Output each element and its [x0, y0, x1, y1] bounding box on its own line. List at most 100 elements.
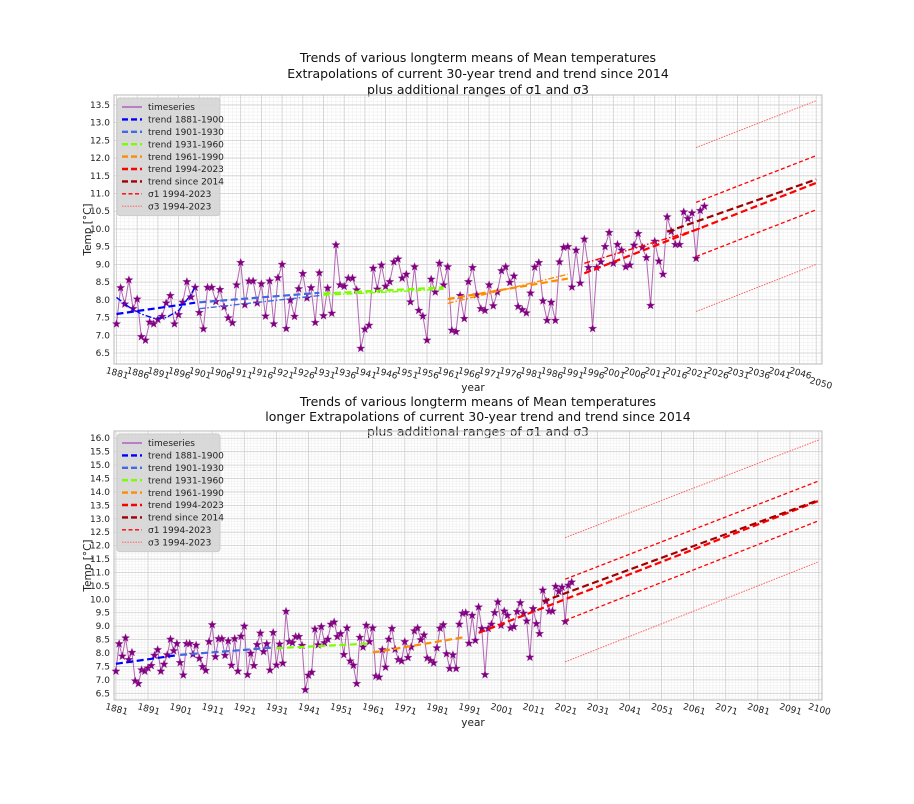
- top-chart: Trends of various longterm means of Mean…: [82, 50, 833, 394]
- timeseries-point: [502, 610, 513, 620]
- x-tick-label: 2081: [746, 702, 771, 718]
- timeseries-point: [231, 280, 242, 289]
- timeseries-point: [393, 254, 403, 264]
- timeseries-point: [625, 260, 635, 270]
- x-tick-label: 1901: [168, 702, 193, 718]
- y-tick-label: 13.0: [90, 515, 110, 525]
- timeseries-point: [418, 311, 428, 321]
- timeseries-point: [227, 318, 238, 327]
- timeseries-point: [426, 274, 436, 284]
- y-tick-label: 15.5: [90, 448, 110, 458]
- timeseries-point: [294, 283, 304, 293]
- trend-line-sigma3: [565, 439, 819, 539]
- legend-label: timeseries: [148, 103, 195, 113]
- timeseries-point: [329, 617, 339, 627]
- timeseries-point: [683, 213, 693, 223]
- timeseries-point: [493, 597, 503, 606]
- legend-label: trend since 2014: [148, 178, 224, 188]
- timeseries-point: [201, 665, 211, 675]
- timeseries-point: [136, 331, 146, 341]
- timeseries-point: [236, 631, 246, 641]
- trend-line-dashed: [666, 178, 817, 233]
- timeseries-point: [528, 603, 538, 613]
- timeseries-point: [248, 276, 258, 286]
- x-tick-label: 2046: [788, 366, 813, 382]
- timeseries-point: [256, 279, 267, 288]
- timeseries-point: [172, 638, 182, 648]
- timeseries-point: [233, 666, 243, 676]
- timeseries-point: [159, 659, 169, 669]
- timeseries-point: [571, 245, 581, 255]
- legend-label: trend 1881-1900: [148, 452, 224, 462]
- timeseries-point: [608, 258, 618, 268]
- timeseries-point: [178, 670, 188, 679]
- trend-line-dashed: [323, 286, 444, 295]
- timeseries-point: [501, 262, 511, 271]
- timeseries-point: [583, 262, 594, 272]
- y-tick-label: 13.0: [90, 119, 110, 129]
- legend-label: trend 1901-1930: [148, 464, 224, 474]
- y-tick-label: 7.5: [96, 314, 110, 324]
- timeseries-point: [345, 656, 355, 666]
- timeseries-point: [695, 205, 705, 215]
- timeseries-point: [165, 290, 175, 300]
- timeseries-point: [236, 257, 246, 267]
- legend-label: trend 1961-1990: [148, 489, 224, 499]
- timeseries-point: [331, 240, 341, 249]
- timeseries-point: [246, 648, 256, 658]
- timeseries-point: [175, 657, 185, 667]
- y-tick-label: 14.5: [90, 475, 110, 485]
- timeseries-point: [459, 313, 469, 323]
- timeseries-point: [434, 258, 445, 268]
- timeseries-point: [521, 308, 532, 317]
- timeseries-point: [448, 650, 458, 659]
- timeseries-point: [401, 269, 411, 279]
- timeseries-point: [467, 262, 478, 272]
- timeseries-point: [144, 317, 155, 327]
- y-axis-label: Temp [°C]: [82, 203, 94, 256]
- legend-label: trend 1994-2023: [148, 501, 224, 511]
- timeseries-point: [376, 260, 387, 270]
- legend-label: timeseries: [148, 439, 195, 449]
- timeseries-point: [281, 323, 291, 333]
- y-tick-label: 9.5: [96, 243, 110, 253]
- y-tick-label: 9.5: [96, 609, 110, 619]
- timeseries-point: [531, 618, 541, 628]
- timeseries-point: [430, 287, 440, 296]
- timeseries-point: [274, 639, 285, 649]
- timeseries-point: [197, 661, 208, 671]
- timeseries-point: [596, 257, 606, 266]
- timeseries-point: [351, 678, 362, 688]
- timeseries-point: [124, 275, 134, 284]
- trend-line-sigma3: [565, 561, 819, 663]
- timeseries-point: [432, 643, 442, 652]
- timeseries-point: [258, 646, 269, 656]
- timeseries-point: [149, 650, 160, 660]
- legend-label: trend 1931-1960: [148, 140, 224, 150]
- timeseries-point: [525, 288, 536, 298]
- y-tick-label: 10.5: [90, 207, 110, 217]
- timeseries-point: [198, 324, 209, 333]
- timeseries-point: [313, 640, 323, 649]
- timeseries-point: [260, 311, 271, 321]
- timeseries-point: [612, 239, 623, 249]
- x-tick-label: 2041: [618, 702, 643, 718]
- timeseries-point: [534, 628, 545, 638]
- legend-label: trend 1881-1900: [148, 116, 224, 126]
- trend-line-dashed: [478, 499, 820, 634]
- timeseries-point: [294, 631, 304, 641]
- timeseries-point: [165, 634, 176, 644]
- timeseries-point: [335, 280, 345, 289]
- timeseries-point: [156, 666, 166, 676]
- legend-box: [116, 97, 221, 217]
- timeseries-point: [314, 268, 324, 277]
- timeseries-point: [563, 241, 573, 251]
- y-tick-label: 12.5: [90, 136, 110, 146]
- timeseries-point: [476, 303, 486, 313]
- timeseries-point: [114, 639, 124, 648]
- timeseries-point: [207, 282, 217, 292]
- timeseries-point: [252, 639, 262, 649]
- timeseries-point: [230, 633, 240, 643]
- timeseries-point: [443, 262, 453, 271]
